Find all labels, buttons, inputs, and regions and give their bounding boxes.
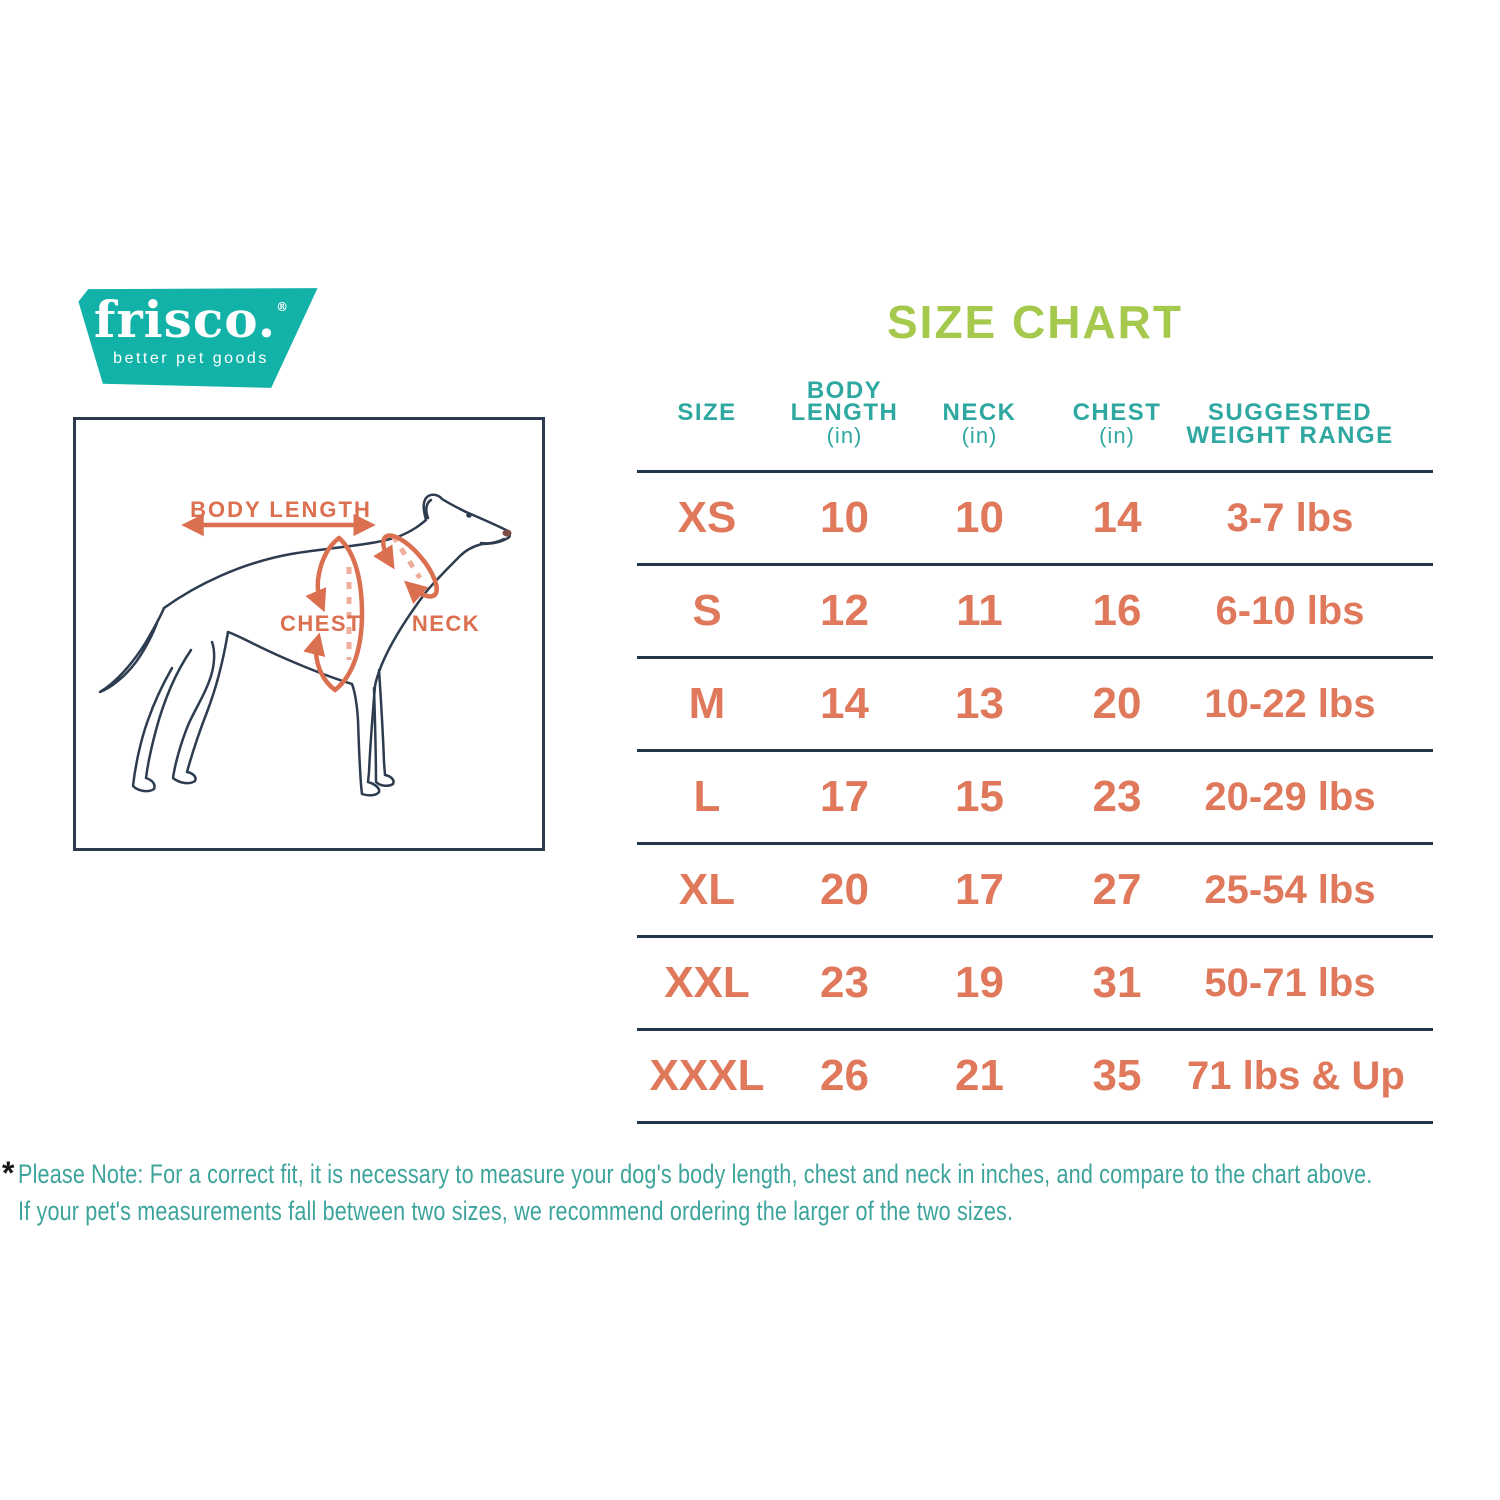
brand-name-text: frisco.: [93, 290, 277, 349]
body-length-value: 23: [820, 958, 869, 1007]
size-value: XXXL: [649, 1051, 765, 1100]
neck-arrow-down: [373, 534, 395, 570]
body-length-value: 10: [820, 493, 869, 542]
table-row-xl: XL 20 17 27 25-54 lbs: [637, 845, 1433, 938]
neck-value: 17: [955, 865, 1004, 914]
table-row-xxxl: XXXL 26 21 35 71 lbs & Up: [637, 1031, 1433, 1124]
weight-range-value: 71 lbs & Up: [1187, 1053, 1405, 1098]
neck-value: 15: [955, 772, 1004, 821]
footnote-asterisk: *: [2, 1155, 15, 1191]
weight-range-value: 3-7 lbs: [1226, 495, 1354, 540]
chest-value: 23: [1092, 772, 1142, 821]
chest-value: 35: [1092, 1051, 1142, 1100]
size-value: XS: [677, 493, 737, 542]
table-row-l: L 17 15 23 20-29 lbs: [637, 752, 1433, 845]
chest-value: 16: [1092, 586, 1142, 635]
chest-value: 27: [1092, 865, 1142, 914]
size-value: M: [688, 679, 726, 728]
table-row-xs: XS 10 10 14 3-7 lbs: [637, 473, 1433, 566]
footnote-line-2: If your pet's measurements fall between …: [18, 1196, 1014, 1226]
neck-ellipse-back: [383, 533, 439, 598]
neck-arrow-up: [403, 580, 437, 604]
table-row-s: S 12 11 16 6-10 lbs: [637, 566, 1433, 659]
chest-arrow-up: [303, 632, 338, 693]
dog-outline: [98, 493, 511, 797]
table-row-m: M 14 13 20 10-22 lbs: [637, 659, 1433, 752]
weight-range-value: 50-71 lbs: [1204, 960, 1376, 1005]
size-value: XL: [678, 865, 736, 914]
weight-range-value: 20-29 lbs: [1204, 774, 1376, 819]
dog-eye: [466, 512, 472, 518]
frisco-logo: frisco.® better pet goods: [78, 288, 318, 388]
weight-range-value: 25-54 lbs: [1204, 867, 1376, 912]
size-table: SIZE BODY LENGTH (in) NECK (in) CHEST (i…: [637, 373, 1433, 1124]
size-value: L: [693, 772, 721, 821]
body-length-value: 12: [820, 586, 869, 635]
neck-value: 21: [955, 1051, 1004, 1100]
dashed-guides: [346, 534, 423, 660]
header-weight-range: SUGGESTED WEIGHT RANGE: [1186, 399, 1394, 449]
neck-value: 10: [955, 493, 1004, 542]
chest-value: 14: [1092, 493, 1142, 542]
footnote: * Please Note: For a correct fit, it is …: [2, 1155, 1498, 1230]
weight-range-value: 10-22 lbs: [1204, 681, 1376, 726]
chest-value: 20: [1092, 679, 1142, 728]
body-length-value: 14: [820, 679, 869, 728]
neck-value: 11: [956, 586, 1003, 635]
header-neck: NECK (in): [942, 399, 1017, 448]
header-chest: CHEST (in): [1072, 399, 1162, 448]
neck-label: NECK: [412, 611, 480, 636]
header-body-length: BODY LENGTH (in): [790, 377, 899, 448]
registered-mark: ®: [276, 300, 289, 314]
body-length-value: 17: [820, 772, 869, 821]
chest-ellipse-right: [332, 535, 365, 693]
chest-value: 31: [1092, 958, 1142, 1007]
dog-measurement-diagram: BODY LENGTH CHEST NECK: [73, 417, 545, 851]
dog-illustration: BODY LENGTH CHEST NECK: [98, 493, 512, 797]
neck-value: 19: [955, 958, 1004, 1007]
size-value: S: [692, 586, 722, 635]
chest-label: CHEST: [280, 611, 362, 636]
size-value: XXL: [664, 958, 750, 1007]
measure-annotations: [181, 513, 439, 693]
page-title: SIZE CHART: [887, 296, 1183, 348]
brand-name: frisco.®: [78, 290, 306, 349]
neck-ring: [373, 533, 439, 604]
size-table-header: SIZE BODY LENGTH (in) NECK (in) CHEST (i…: [637, 373, 1433, 473]
chest-arrow-down: [305, 535, 342, 613]
table-row-xxl: XXL 23 19 31 50-71 lbs: [637, 938, 1433, 1031]
body-length-label: BODY LENGTH: [190, 497, 372, 522]
dog-nose: [502, 529, 512, 537]
header-size: SIZE: [637, 399, 777, 470]
neck-value: 13: [955, 679, 1004, 728]
body-length-value: 26: [820, 1051, 869, 1100]
footnote-text: Please Note: For a correct fit, it is ne…: [18, 1156, 1373, 1230]
brand-tagline: better pet goods: [113, 350, 269, 367]
header-size-label: SIZE: [677, 399, 737, 426]
weight-range-value: 6-10 lbs: [1215, 588, 1365, 633]
body-length-value: 20: [820, 865, 869, 914]
footnote-line-1: Please Note: For a correct fit, it is ne…: [18, 1159, 1373, 1189]
